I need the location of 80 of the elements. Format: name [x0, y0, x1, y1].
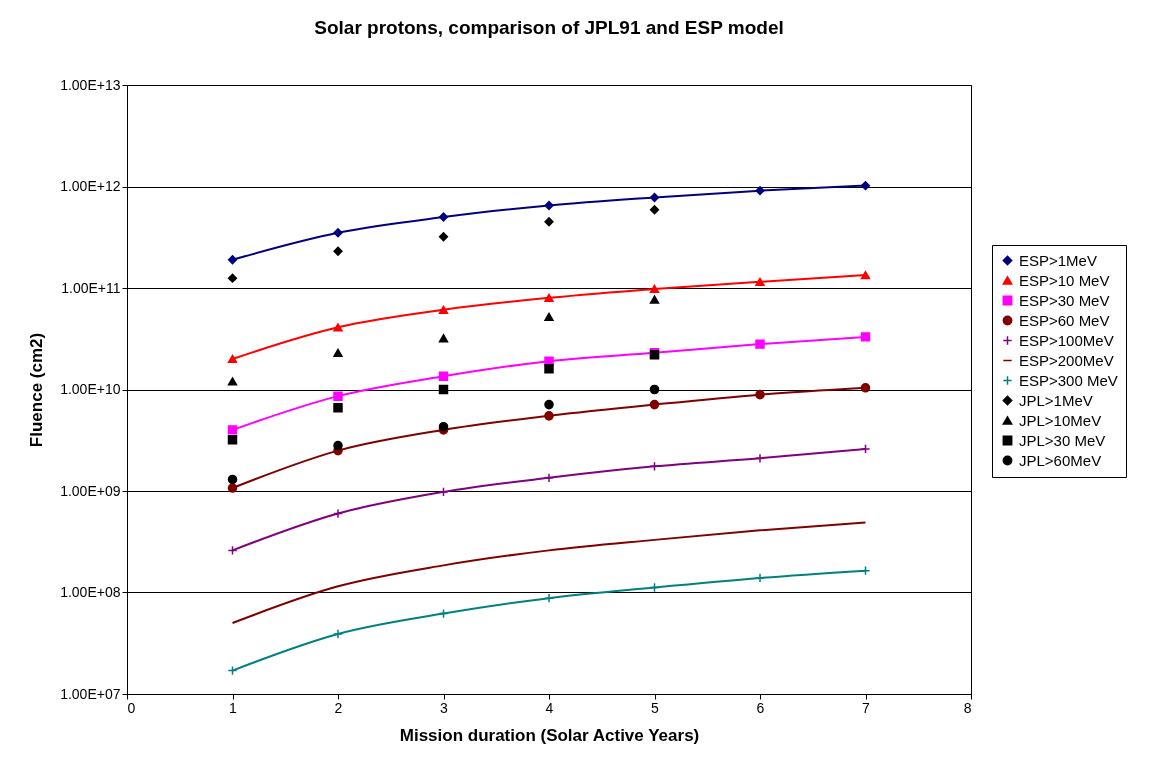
point — [755, 339, 765, 349]
point — [438, 487, 449, 497]
x-tick-label: 1 — [229, 699, 238, 716]
point — [333, 440, 343, 451]
point — [860, 383, 871, 393]
x-tick-label: 7 — [862, 699, 871, 716]
point — [544, 312, 554, 321]
point — [227, 354, 238, 364]
point — [438, 421, 449, 432]
y-tick-label: 1.00E+12 — [60, 178, 121, 194]
point — [860, 270, 871, 280]
legend-label: ESP>30 MeV — [1019, 291, 1110, 309]
point — [333, 246, 343, 256]
y-axis-title: Fluence (cm2) — [27, 332, 47, 448]
y-tick-label: 1.00E+11 — [61, 279, 121, 296]
x-tick-label: 5 — [651, 699, 660, 716]
point — [333, 348, 343, 357]
legend-label: ESP>60 MeV — [1019, 311, 1110, 329]
x-tick-label: 2 — [334, 699, 343, 716]
point — [860, 444, 871, 454]
point — [438, 232, 449, 242]
line-series — [231, 521, 867, 625]
legend-label: ESP>100MeV — [1019, 331, 1114, 349]
point — [227, 474, 238, 485]
point — [227, 255, 238, 265]
point — [438, 371, 449, 381]
y-tick-label: 1.00E+08 — [60, 584, 121, 600]
x-axis-title: Mission duration (Solar Active Years) — [399, 725, 700, 745]
legend-label: JPL>1MeV — [1019, 391, 1093, 409]
legend-label: ESP>1MeV — [1019, 251, 1097, 269]
point — [227, 483, 238, 493]
y-tick-label: 1.00E+07 — [60, 685, 121, 702]
x-tick-label: 0 — [127, 699, 136, 716]
legend-label: ESP>10 MeV — [1019, 271, 1110, 289]
point — [438, 334, 449, 343]
point — [544, 593, 554, 604]
legend-label: JPL>10MeV — [1019, 411, 1102, 429]
point — [649, 284, 660, 294]
point — [227, 435, 238, 445]
point — [860, 181, 871, 191]
y-tick-label: 1.00E+09 — [60, 482, 121, 499]
point — [227, 273, 238, 283]
point — [755, 186, 765, 196]
point — [438, 305, 449, 314]
point — [649, 384, 660, 395]
y-tick-label: 1.00E+10 — [60, 381, 121, 397]
point — [333, 391, 343, 401]
point — [755, 389, 765, 400]
legend-label: ESP>200MeV — [1019, 351, 1114, 369]
point — [544, 217, 554, 227]
point — [544, 293, 554, 302]
x-tick-label: 6 — [756, 699, 765, 716]
point — [227, 425, 238, 435]
point — [860, 332, 871, 342]
legend-label: JPL>30 MeV — [1019, 431, 1106, 449]
chart-title: Solar protons, comparison of JPL91 and ESP model — [314, 17, 784, 38]
point — [438, 384, 449, 395]
point — [649, 205, 660, 215]
point — [649, 295, 660, 304]
point — [544, 472, 554, 483]
point — [544, 356, 554, 366]
point — [649, 399, 660, 410]
point — [333, 228, 343, 238]
point — [755, 277, 765, 286]
point — [544, 200, 554, 211]
point — [333, 403, 343, 413]
y-tick-label: 1.00E+13 — [60, 76, 121, 93]
point — [333, 508, 343, 519]
point — [544, 364, 554, 374]
x-tick-label: 3 — [440, 699, 449, 716]
point — [438, 212, 449, 222]
point — [227, 377, 238, 386]
point — [333, 629, 343, 639]
legend-label: JPL>60MeV — [1019, 451, 1102, 469]
x-tick-label: 8 — [963, 699, 972, 716]
legend-label: ESP>300 MeV — [1019, 371, 1118, 389]
point — [544, 399, 554, 410]
x-tick-label: 4 — [545, 699, 554, 716]
point — [333, 323, 343, 332]
point — [544, 411, 554, 421]
